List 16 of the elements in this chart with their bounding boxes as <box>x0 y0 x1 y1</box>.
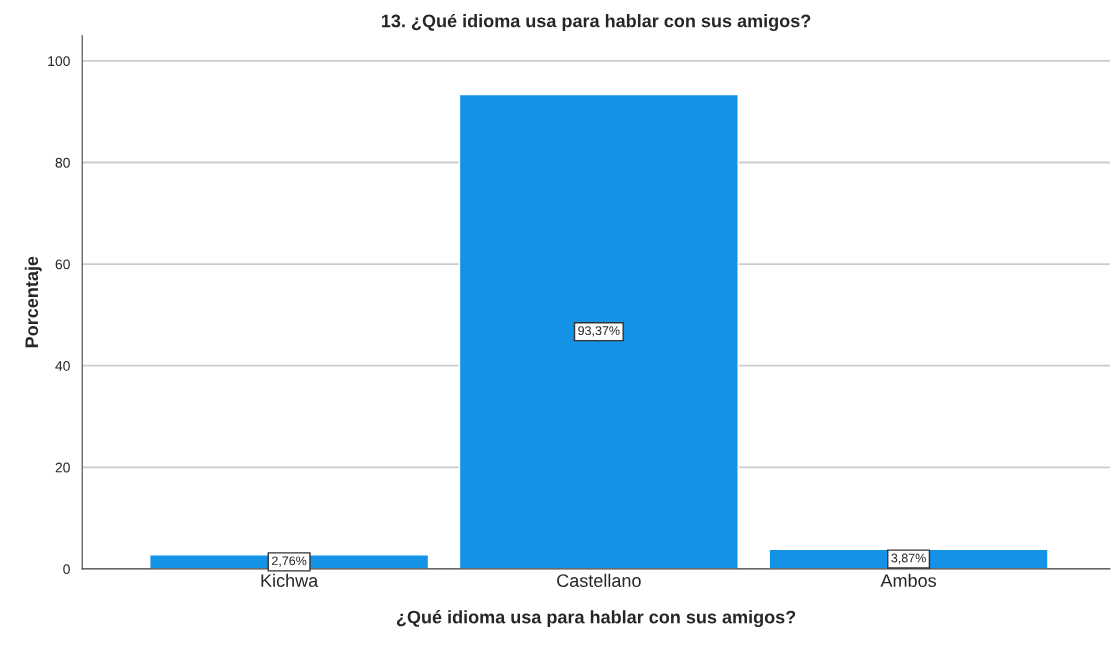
x-tick-label: Kichwa <box>261 573 319 588</box>
x-axis-title: ¿Qué idioma usa para hablar con sus amigos? <box>396 610 796 628</box>
data-label: 2,76% <box>272 556 307 567</box>
y-tick-label: 20 <box>55 462 70 473</box>
x-tick-label: Castellano <box>557 573 641 588</box>
data-label: 3,87% <box>891 553 926 564</box>
data-label: 93,37% <box>578 326 620 337</box>
y-tick-label: 40 <box>55 361 70 371</box>
y-tick-label: 80 <box>55 157 70 168</box>
y-tick-label: 100 <box>48 56 70 67</box>
y-tick-label: 0 <box>63 564 70 575</box>
y-axis-title: Porcentaje <box>24 256 42 348</box>
x-tick-label: Ambos <box>880 573 937 588</box>
y-tick-label: 60 <box>55 259 70 270</box>
chart-title: 13. ¿Qué idioma usa para hablar con sus amigos? <box>381 13 811 31</box>
bar <box>458 93 739 569</box>
